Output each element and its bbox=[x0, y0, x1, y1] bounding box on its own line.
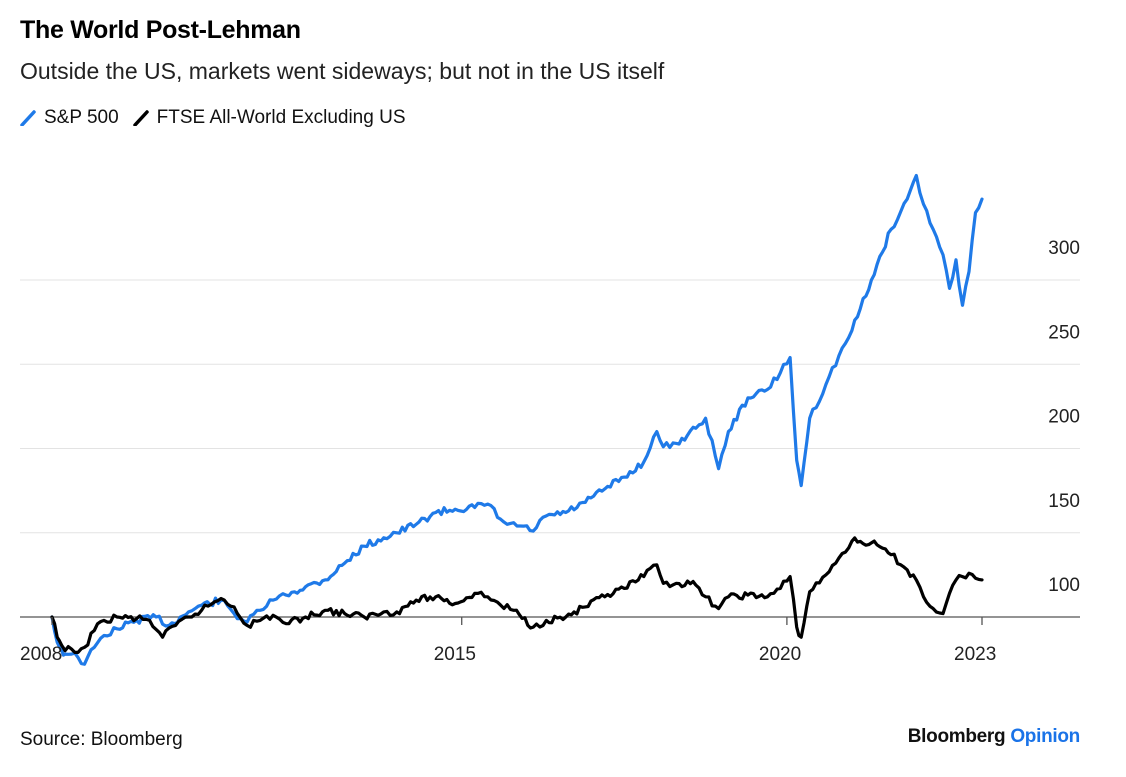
brand-logo: Bloomberg Opinion bbox=[907, 726, 1081, 748]
y-tick-label-150: 150 bbox=[1048, 491, 1080, 512]
series-lines bbox=[50, 173, 984, 666]
legend-label-ftse: FTSE All-World Excluding US bbox=[156, 107, 406, 128]
grid-lines bbox=[20, 279, 1080, 534]
chart-subtitle: Outside the US, markets went sideways; b… bbox=[20, 58, 665, 84]
y-tick-labels: 100 150 200 250 300 bbox=[1048, 238, 1080, 596]
source-note: Source: Bloomberg bbox=[20, 729, 183, 750]
legend-swatch-sp500 bbox=[20, 110, 36, 126]
legend-swatch-ftse bbox=[132, 110, 149, 126]
legend-item-sp500: S&P 500 bbox=[20, 107, 119, 129]
y-tick-label-250: 250 bbox=[1048, 322, 1080, 343]
x-tick-labels: 2008 2015 2020 2023 bbox=[20, 617, 996, 665]
x-tick-label-2015: 2015 bbox=[434, 644, 476, 665]
legend-label-sp500: S&P 500 bbox=[44, 107, 119, 128]
y-tick-label-200: 200 bbox=[1048, 407, 1080, 428]
x-tick-label-2020: 2020 bbox=[759, 644, 801, 665]
brand-suffix: Opinion bbox=[1010, 726, 1080, 747]
legend-item-ftse: FTSE All-World Excluding US bbox=[132, 107, 406, 129]
y-tick-label-100: 100 bbox=[1048, 575, 1080, 596]
y-tick-label-300: 300 bbox=[1048, 238, 1080, 259]
x-tick-label-2023: 2023 bbox=[954, 644, 996, 665]
chart-title: The World Post-Lehman bbox=[20, 16, 301, 44]
chart-legend: S&P 500 FTSE All-World Excluding US bbox=[20, 107, 420, 129]
series-line-sp500 bbox=[50, 173, 984, 666]
brand-name: Bloomberg bbox=[907, 726, 1006, 747]
x-tick-label-2008: 2008 bbox=[20, 644, 62, 665]
series-line-ftse bbox=[50, 536, 984, 654]
